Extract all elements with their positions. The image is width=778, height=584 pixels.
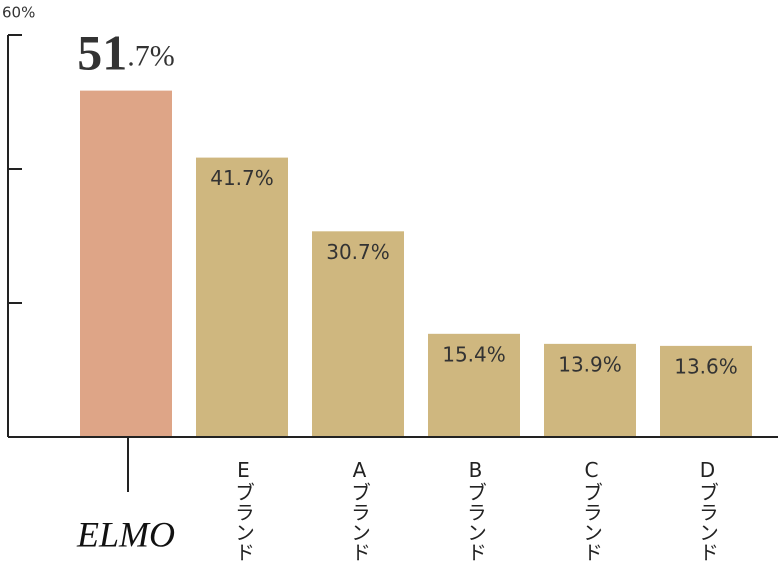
x-tick-label: Dブランド	[696, 458, 720, 562]
bar	[428, 333, 520, 437]
value-label: 41.7%	[210, 166, 274, 190]
x-tick-label: Bブランド	[464, 458, 488, 562]
bar	[544, 343, 636, 437]
x-tick-label: Eブランド	[232, 458, 256, 562]
value-label-rest: .7%	[127, 40, 175, 73]
value-label: 13.6%	[674, 354, 738, 378]
bar	[80, 90, 172, 438]
bar	[312, 231, 404, 437]
bar	[196, 157, 288, 438]
bar	[660, 345, 752, 437]
value-label: 51.7%	[77, 25, 175, 81]
value-label-int: 51	[77, 25, 127, 81]
y-tick-label: 60%	[2, 4, 35, 22]
x-tick-label: ELMO	[76, 514, 175, 554]
value-label: 13.9%	[558, 352, 622, 376]
x-tick-label: Aブランド	[348, 458, 372, 562]
value-label: 30.7%	[326, 240, 390, 264]
x-tick-label: Cブランド	[580, 458, 604, 562]
value-label: 15.4%	[442, 342, 506, 366]
